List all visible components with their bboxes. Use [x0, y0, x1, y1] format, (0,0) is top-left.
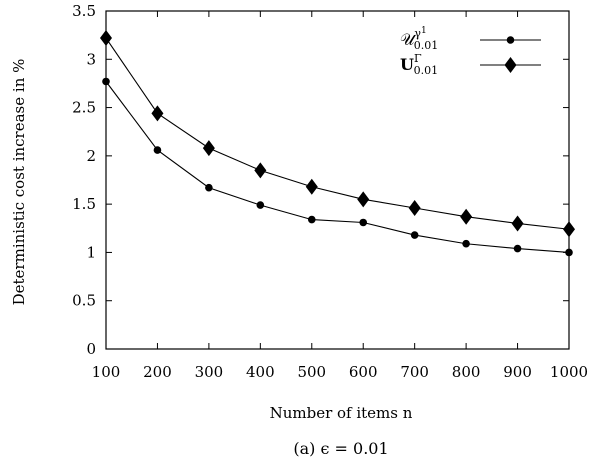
series-2 — [100, 30, 575, 238]
x-tick-label: 400 — [246, 363, 275, 381]
legend-marker-1 — [506, 36, 515, 44]
series-1-point — [462, 239, 470, 248]
y-tick-label: 0 — [86, 340, 96, 358]
y-tick-label: 1 — [86, 243, 96, 261]
series-1-point — [513, 244, 522, 253]
x-tick-label: 800 — [452, 363, 481, 381]
series-2-point — [202, 140, 215, 157]
series-1 — [102, 77, 573, 257]
legend-label-1: 𝒰γ1 0.01 — [400, 26, 438, 52]
x-axis-label: Number of items n — [270, 404, 413, 422]
series-1-point — [307, 215, 316, 224]
series-2-point — [305, 178, 318, 195]
series-2-point — [254, 162, 267, 179]
x-tick-label: 600 — [349, 363, 378, 381]
y-tick-label: 3.5 — [72, 2, 96, 20]
series-2-point — [408, 200, 421, 217]
series-2-point — [100, 30, 112, 47]
plot-frame — [105, 10, 570, 350]
x-tick-label: 900 — [503, 363, 532, 381]
y-axis-label: Deterministic cost increase in % — [10, 59, 28, 306]
x-tick-label: 500 — [297, 363, 326, 381]
x-tick-label: 200 — [143, 363, 172, 381]
x-tick-label: 300 — [195, 363, 224, 381]
series-2-point — [460, 208, 473, 225]
series-2-point — [151, 105, 164, 122]
series-2-point — [357, 191, 370, 208]
y-tick-label: 2 — [86, 147, 96, 165]
x-tick-label: 100 — [92, 363, 121, 381]
series-1-point — [153, 146, 162, 154]
chart-caption: (a) ϵ = 0.01 — [293, 439, 388, 458]
series-2-point — [511, 215, 524, 232]
x-tick-label: 700 — [400, 363, 429, 381]
series-1-point — [565, 248, 573, 257]
y-tick-label: 1.5 — [72, 195, 96, 213]
series-1-line — [105, 81, 570, 253]
legend-marker-2 — [504, 57, 517, 73]
y-tick-label: 0.5 — [72, 292, 96, 310]
series-1-point — [256, 201, 265, 209]
series-2-point — [563, 221, 575, 238]
series-1-point — [410, 231, 419, 239]
series-1-point — [102, 77, 110, 86]
series-1-point — [205, 183, 213, 192]
x-tick-label: 1000 — [550, 363, 588, 381]
legend-label-2: UΓ 0.01 — [400, 52, 438, 77]
y-tick-label: 2.5 — [72, 99, 96, 117]
y-tick-label: 3 — [86, 50, 96, 68]
series-1-point — [359, 218, 368, 227]
series-2-line — [105, 37, 570, 230]
